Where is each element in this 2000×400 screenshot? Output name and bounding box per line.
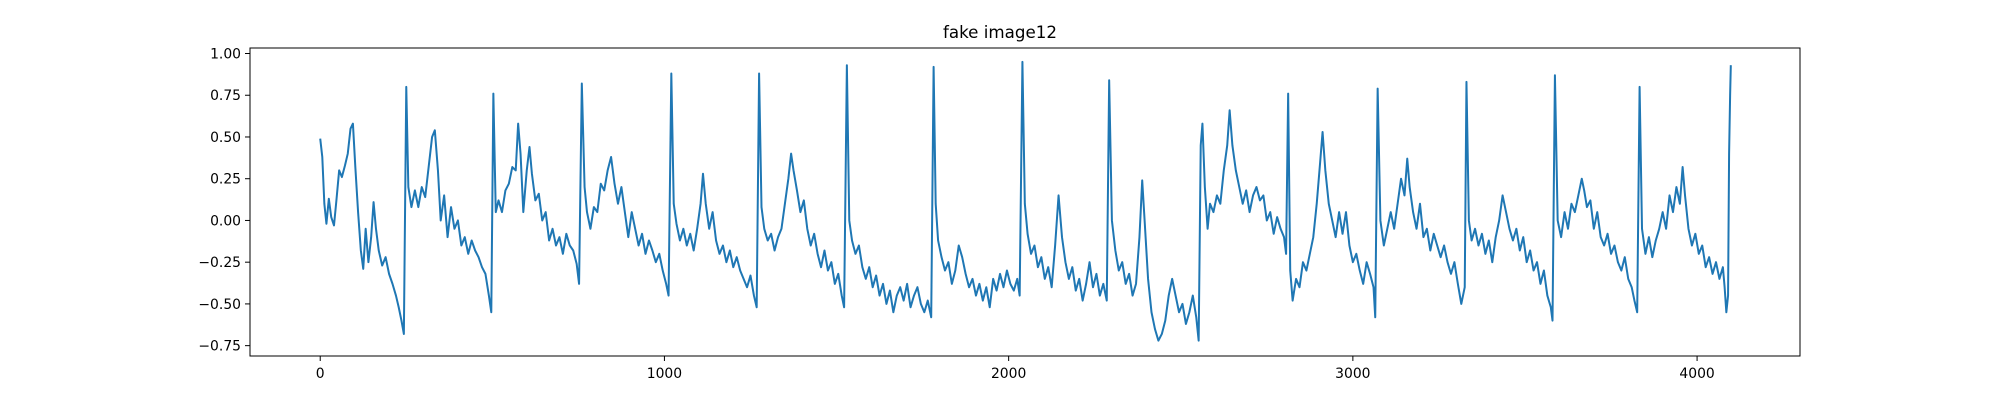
- y-tick-label: 0.75: [210, 88, 241, 104]
- y-tick-label: 0.50: [210, 130, 241, 146]
- y-axis: −0.75 −0.50 −0.25 0.00 0.25 0.50 0.75 1.00: [198, 47, 250, 355]
- y-tick-label: 1.00: [210, 47, 241, 63]
- y-tick-label: −0.75: [198, 339, 241, 355]
- axes-frame: [249, 47, 1801, 357]
- chart-title: fake image12: [943, 22, 1057, 42]
- y-tick-label: −0.25: [198, 255, 241, 271]
- x-tick-label: 3000: [1335, 366, 1370, 382]
- y-tick-label: −0.50: [198, 297, 241, 313]
- x-tick-label: 0: [316, 366, 325, 382]
- x-tick-label: 1000: [647, 366, 682, 382]
- y-tick-label: 0.25: [210, 172, 241, 188]
- x-axis: 0 1000 2000 3000 4000: [316, 356, 1715, 382]
- x-tick-label: 2000: [991, 366, 1026, 382]
- plot-area: [319, 60, 1732, 342]
- y-tick-label: 0.00: [210, 213, 241, 229]
- series-line-0: [319, 60, 1732, 342]
- x-tick-label: 4000: [1679, 366, 1714, 382]
